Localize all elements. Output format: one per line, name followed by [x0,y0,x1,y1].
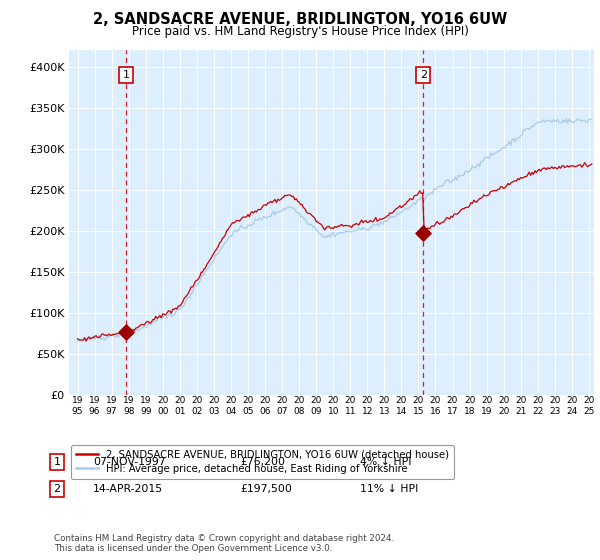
Text: 1: 1 [53,457,61,467]
Text: 07-NOV-1997: 07-NOV-1997 [93,457,166,467]
Text: 2: 2 [419,70,427,80]
Text: £76,200: £76,200 [240,457,285,467]
Text: Price paid vs. HM Land Registry's House Price Index (HPI): Price paid vs. HM Land Registry's House … [131,25,469,38]
Text: 1: 1 [122,70,130,80]
Text: 14-APR-2015: 14-APR-2015 [93,484,163,494]
Point [121,328,131,337]
Text: £197,500: £197,500 [240,484,292,494]
Text: 4% ↓ HPI: 4% ↓ HPI [360,457,412,467]
Text: 2, SANDSACRE AVENUE, BRIDLINGTON, YO16 6UW: 2, SANDSACRE AVENUE, BRIDLINGTON, YO16 6… [93,12,507,27]
Text: 2: 2 [53,484,61,494]
Text: 11% ↓ HPI: 11% ↓ HPI [360,484,418,494]
Legend: 2, SANDSACRE AVENUE, BRIDLINGTON, YO16 6UW (detached house), HPI: Average price,: 2, SANDSACRE AVENUE, BRIDLINGTON, YO16 6… [71,445,454,479]
Point [418,228,428,237]
Text: Contains HM Land Registry data © Crown copyright and database right 2024.
This d: Contains HM Land Registry data © Crown c… [54,534,394,553]
